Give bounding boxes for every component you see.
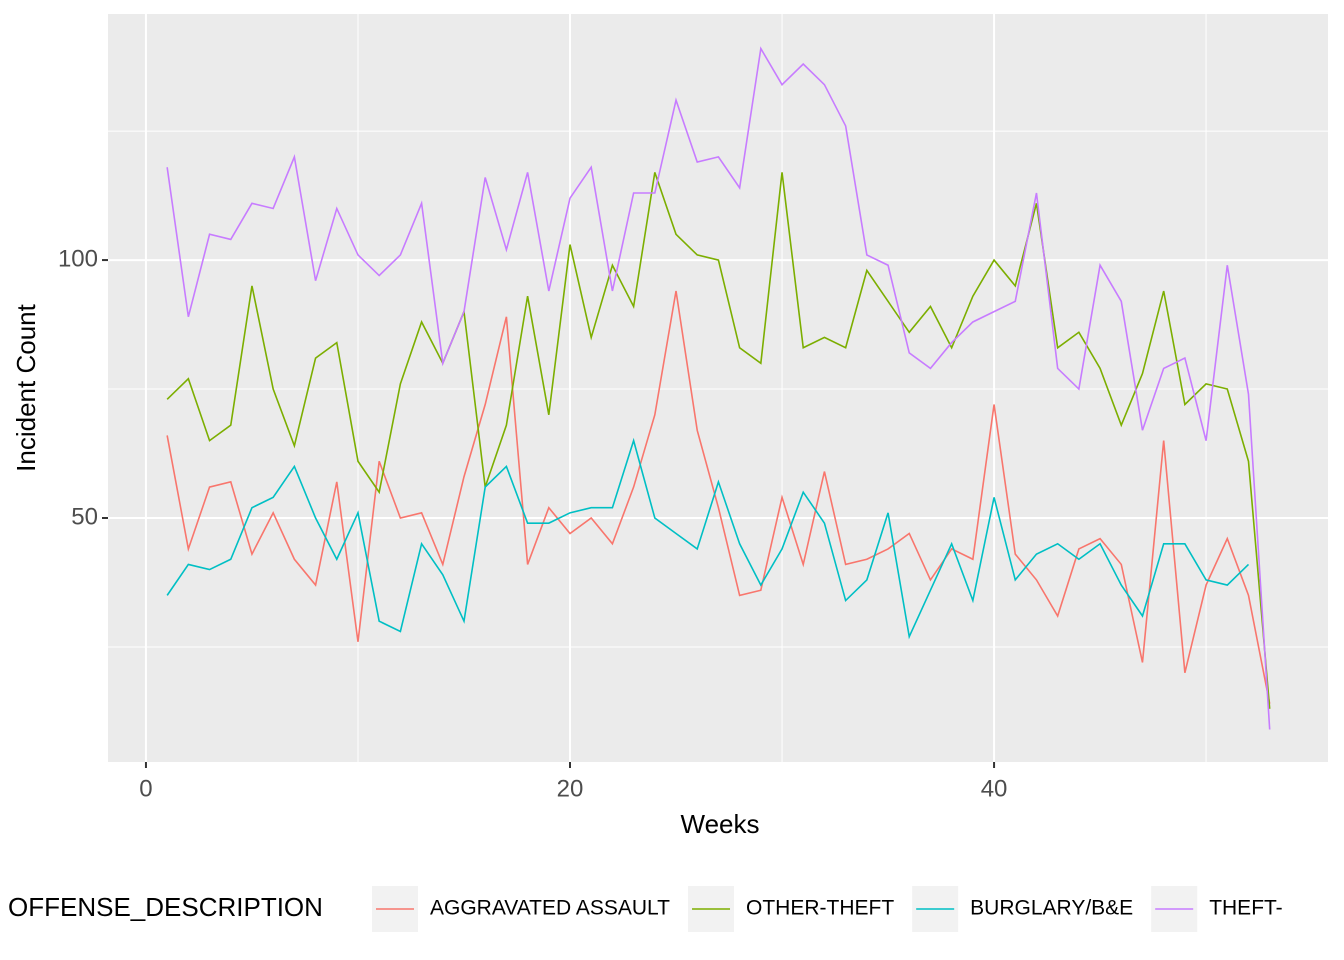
y-tick-label: 100 bbox=[58, 245, 98, 272]
x-tick-label: 40 bbox=[981, 775, 1008, 802]
series-line bbox=[166, 46, 1271, 730]
legend-label: OTHER-THEFT bbox=[746, 897, 894, 920]
x-tick-label: 20 bbox=[557, 775, 584, 802]
series-line bbox=[166, 290, 1271, 704]
legend-title: OFFENSE_DESCRIPTION bbox=[8, 892, 323, 922]
series-line bbox=[166, 437, 1250, 640]
y-tick-label: 50 bbox=[71, 503, 98, 530]
x-axis-title: Weeks bbox=[681, 809, 760, 839]
x-tick-label: 0 bbox=[139, 775, 152, 802]
y-axis-title: Incident Count bbox=[11, 303, 41, 471]
panel bbox=[108, 14, 1328, 762]
legend-label: BURGLARY/B&E bbox=[970, 897, 1133, 920]
legend-label: THEFT- bbox=[1209, 897, 1283, 920]
legend-label: AGGRAVATED ASSAULT bbox=[430, 897, 670, 920]
